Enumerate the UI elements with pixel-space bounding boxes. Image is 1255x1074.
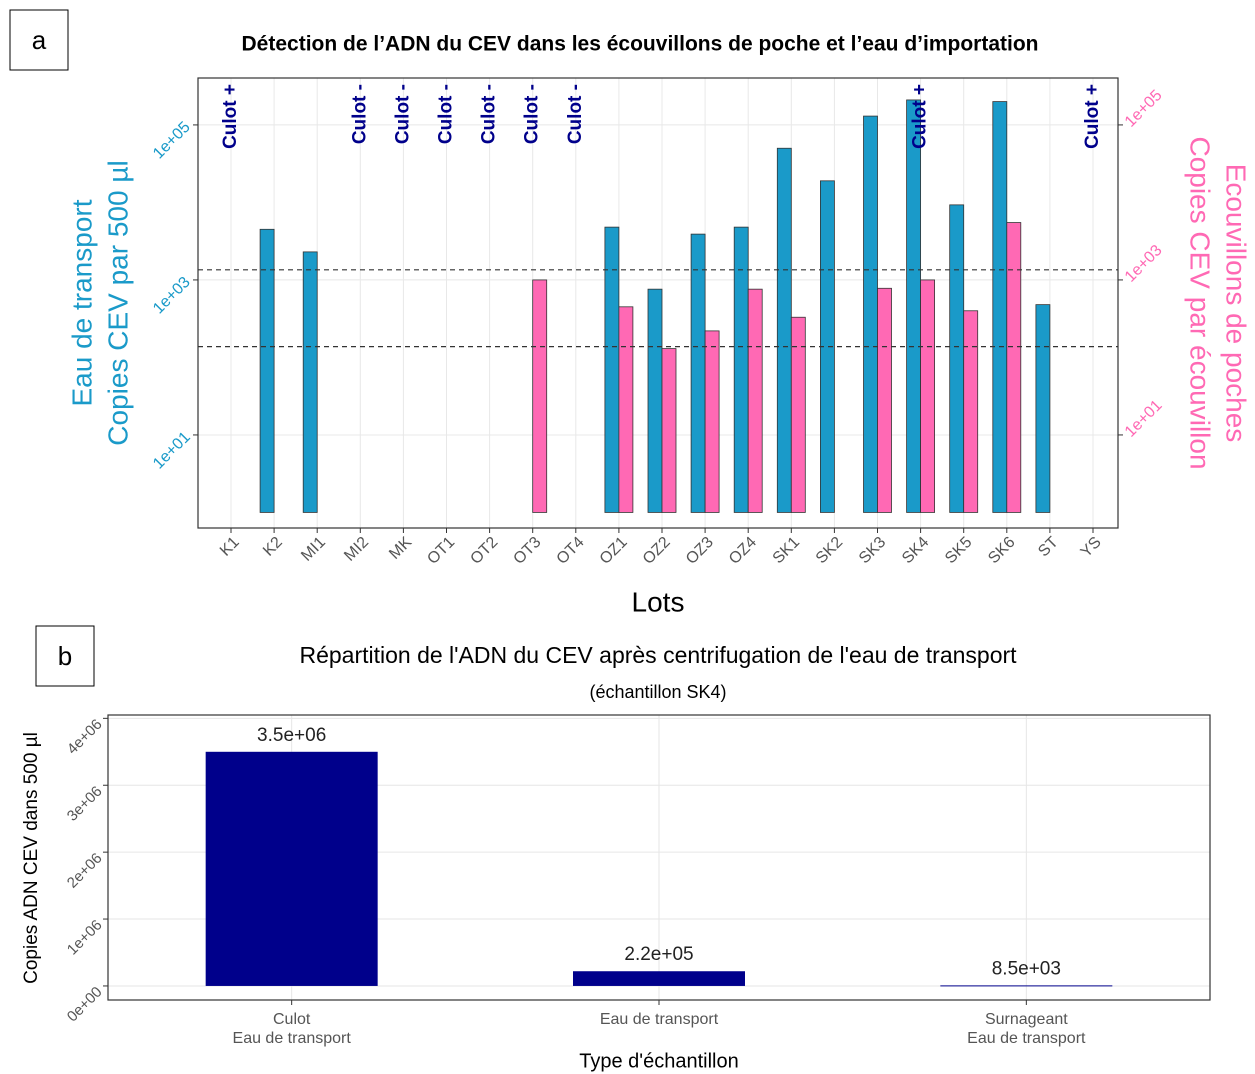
- x-tick-label: OT2: [467, 534, 501, 568]
- annotation: Culot +: [220, 84, 241, 149]
- x-tick-label: OT1: [424, 534, 458, 568]
- bar: [920, 279, 935, 513]
- x-tick-label: Eau de transport: [600, 1011, 719, 1028]
- bar: [776, 147, 792, 513]
- x-tick-label: OT3: [510, 534, 544, 568]
- bar: [1035, 304, 1051, 513]
- x-tick-label: ST: [1035, 534, 1062, 561]
- bar: [863, 115, 878, 513]
- bar: [877, 287, 892, 513]
- y2-tick-label: 1e+03: [1122, 242, 1166, 286]
- panel-label-box: [35, 625, 95, 687]
- annotation: Culot -: [392, 84, 413, 144]
- bar: [661, 348, 677, 513]
- x-tick-label: SK1: [770, 534, 803, 567]
- value-label: 2.2e+05: [624, 944, 693, 965]
- x-tick-label: Eau de transport: [233, 1030, 352, 1047]
- bar: [949, 204, 965, 513]
- bar: [205, 751, 378, 986]
- y-tick-label: 1e+06: [64, 917, 106, 959]
- x-tick-label: OZ4: [726, 534, 760, 568]
- x-tick-label: MI2: [341, 534, 372, 565]
- bar: [618, 306, 634, 513]
- x-tick-label: Culot: [273, 1011, 311, 1028]
- x-tick-label: YS: [1078, 534, 1105, 561]
- bar: [259, 228, 275, 513]
- x-tick-label: MI1: [298, 534, 329, 565]
- chart-subtitle: (échantillon SK4): [589, 682, 726, 702]
- annotation: Culot -: [522, 84, 543, 144]
- annotation: Culot -: [565, 84, 586, 144]
- value-label: 3.5e+06: [257, 725, 326, 746]
- y-tick-label: 2e+06: [64, 850, 106, 892]
- chart-title: Répartition de l'ADN du CEV après centri…: [299, 642, 1017, 668]
- y-axis-title: Copies CEV par 500 µl: [102, 160, 133, 445]
- y-axis-title: Copies ADN CEV dans 500 µl: [21, 732, 42, 984]
- annotation: Culot +: [1082, 84, 1103, 149]
- bar: [302, 251, 318, 513]
- annotation: Culot -: [436, 84, 457, 144]
- y-tick-label: 1e+01: [150, 429, 194, 473]
- bar: [747, 288, 763, 513]
- panel-label: b: [58, 641, 72, 671]
- y-tick-label: 0e+00: [64, 984, 106, 1026]
- value-label: 8.5e+03: [992, 958, 1061, 979]
- x-tick-label: Surnageant: [985, 1011, 1068, 1028]
- y-tick-label: 3e+06: [64, 783, 106, 825]
- bar: [992, 101, 1008, 513]
- annotation: Culot -: [479, 84, 500, 144]
- plot-border: [197, 77, 1119, 529]
- y2-tick-label: 1e+01: [1122, 397, 1166, 441]
- x-tick-label: OT4: [554, 534, 588, 568]
- y-tick-label: 1e+03: [150, 274, 194, 318]
- x-tick-label: Eau de transport: [967, 1030, 1086, 1047]
- y-tick-label: 4e+06: [64, 716, 106, 758]
- bar: [963, 310, 979, 513]
- y-tick-label: 1e+05: [150, 119, 194, 163]
- x-tick-label: OZ1: [597, 534, 631, 568]
- chart-title: Détection de l’ADN du CEV dans les écouv…: [242, 33, 1039, 56]
- bar: [906, 99, 921, 513]
- bar: [573, 971, 745, 986]
- panel-label-box: [9, 9, 69, 71]
- x-tick-label: SK4: [899, 534, 932, 567]
- x-tick-label: MK: [386, 534, 415, 563]
- bar: [940, 985, 1113, 987]
- x-tick-label: SK6: [985, 534, 1018, 567]
- y2-axis-title: Ecouvillons de poches: [1221, 164, 1252, 443]
- bar: [1006, 222, 1022, 513]
- annotation: Culot +: [910, 84, 931, 149]
- x-tick-label: OZ2: [640, 534, 674, 568]
- bar: [647, 288, 663, 513]
- y-axis-title: Eau de transport: [66, 199, 97, 406]
- x-tick-label: K2: [260, 534, 286, 560]
- x-tick-label: K1: [217, 534, 243, 560]
- bar: [704, 330, 720, 513]
- bar: [532, 279, 548, 513]
- bar: [790, 316, 806, 513]
- annotation: Culot -: [349, 84, 370, 144]
- y2-axis-title: Copies CEV par écouvillon: [1185, 136, 1216, 469]
- x-axis-title: Type d'échantillon: [579, 1050, 738, 1072]
- x-tick-label: OZ3: [683, 534, 717, 568]
- x-tick-label: SK5: [942, 534, 975, 567]
- x-tick-label: SK3: [856, 534, 889, 567]
- x-axis-title: Lots: [632, 586, 685, 617]
- x-tick-label: SK2: [813, 534, 846, 567]
- y2-tick-label: 1e+05: [1122, 87, 1166, 131]
- panel-label: a: [32, 25, 47, 55]
- bar: [690, 233, 706, 513]
